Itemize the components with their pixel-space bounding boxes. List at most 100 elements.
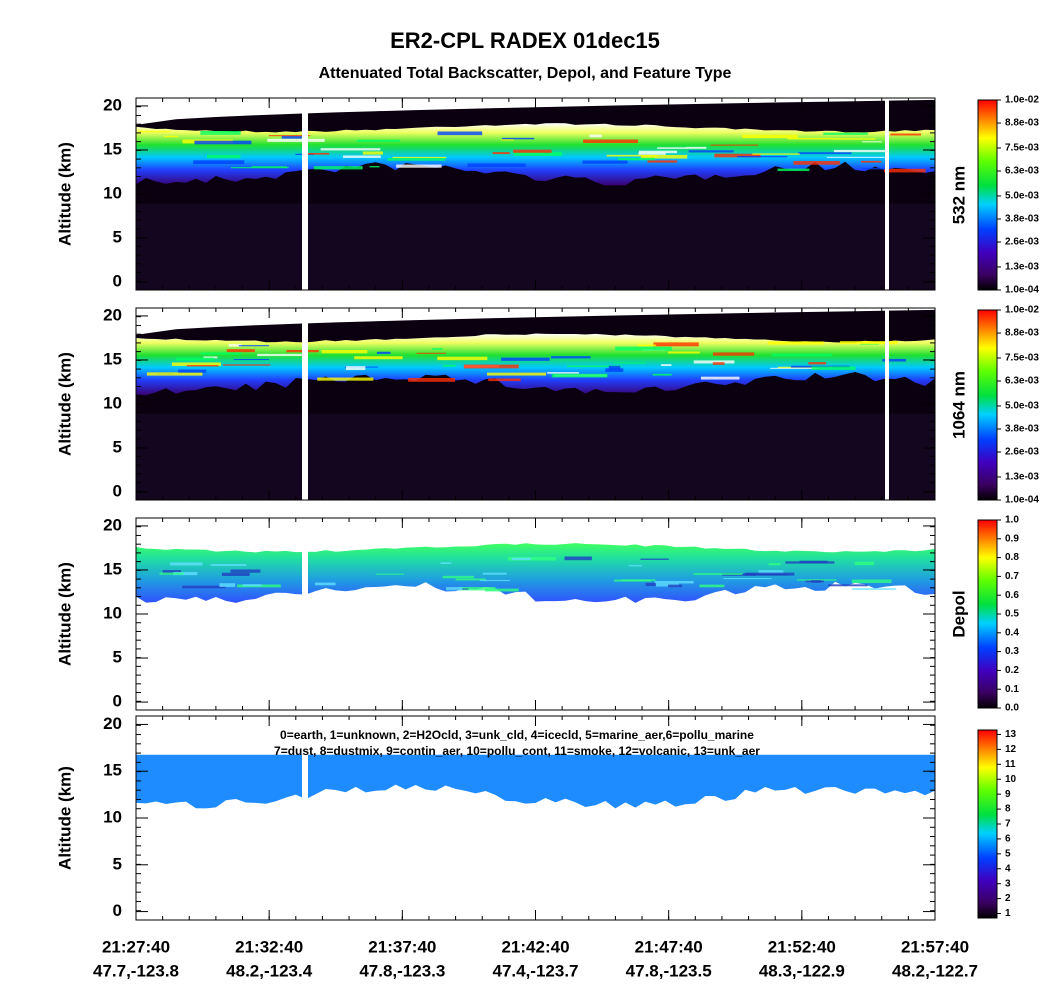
colorbar-tick-label: 2.6e-03 [1005, 447, 1039, 458]
cloud-streak [667, 351, 700, 354]
data-gap [885, 98, 889, 290]
colorbar-tick-label: 0.1 [1005, 684, 1019, 695]
cloud-streak [392, 156, 447, 159]
x-tick-label: 21:27:40 [102, 937, 170, 956]
colorbar-tick-label: 0.0 [1005, 703, 1019, 714]
colorbar-tick-label: 0.9 [1005, 533, 1019, 544]
cloud-streak [346, 366, 366, 371]
depol-streak [459, 586, 496, 591]
curtain [136, 716, 935, 920]
cloud-streak [238, 345, 269, 347]
cloud-streak [513, 149, 552, 153]
cloud-streak [862, 141, 882, 143]
y-tick-label: 15 [103, 559, 122, 578]
cloud-streak [700, 376, 740, 380]
colorbar-tick-label: 4 [1005, 863, 1011, 874]
depol-streak [159, 572, 184, 575]
colorbar-tick-label: 7.5e-03 [1005, 143, 1039, 154]
depol-streak [742, 573, 788, 576]
depol-streak [219, 583, 236, 587]
y-tick-label: 0 [113, 692, 122, 711]
cloud-streak [808, 362, 827, 365]
colorbar-tick-label: 11 [1005, 759, 1016, 770]
cloud-streak [342, 155, 381, 158]
depol-streak [230, 569, 261, 573]
cloud-streak [200, 352, 242, 355]
cloud-streak [320, 148, 381, 151]
depol-streak [828, 584, 868, 587]
cloud-streak [737, 155, 788, 158]
depol-streak [796, 579, 837, 581]
cloud-streak [714, 153, 761, 158]
cloud-streak [408, 378, 456, 382]
cloud-streak [146, 372, 203, 376]
cloud-streak [608, 365, 621, 370]
x-tick-label: 21:42:40 [501, 937, 569, 956]
cloud-streak [605, 368, 624, 373]
x-tick-label: 21:32:40 [235, 937, 303, 956]
depol-streak [511, 557, 531, 561]
y-tick-label: 0 [113, 482, 122, 501]
colorbar-label: Depol [949, 590, 968, 637]
x-location-label: 47.4,-123.7 [492, 961, 578, 980]
depol-streak [564, 556, 592, 561]
curtain [136, 308, 935, 500]
x-location-label: 48.2,-122.7 [892, 961, 978, 980]
cloud-streak [513, 152, 563, 156]
colorbar-tick-label: 1.0 [1005, 515, 1019, 526]
colorbar-tick-label: 6.3e-03 [1005, 166, 1039, 177]
colorbar-tick-label: 12 [1005, 744, 1017, 755]
x-tick-label: 21:57:40 [901, 937, 969, 956]
cloud-streak [826, 156, 885, 158]
colorbar-tick-label: 3.8e-03 [1005, 214, 1039, 225]
cloud-streak [712, 362, 725, 365]
cloud-streak [688, 150, 734, 153]
depol-streak [851, 579, 892, 583]
colorbar-tick-label: 13 [1005, 729, 1017, 740]
depol-streak [768, 563, 781, 566]
colorbar-tick-label: 5.0e-03 [1005, 191, 1039, 202]
cloud-streak [606, 154, 658, 157]
cloud-streak [638, 150, 677, 154]
cloud-streak [267, 138, 325, 142]
chart-subtitle: Attenuated Total Backscatter, Depol, and… [319, 65, 732, 82]
colorbar-tick-label: 7.5e-03 [1005, 353, 1039, 364]
depol-streak [656, 583, 679, 587]
cloud-streak [787, 137, 834, 140]
cloud-streak [501, 139, 514, 141]
cloud-streak [547, 372, 579, 374]
y-tick-label: 15 [103, 349, 122, 368]
cloud-streak [194, 140, 252, 145]
cloud-streak [793, 160, 840, 165]
cloud-streak [222, 364, 271, 366]
depol-streak [854, 561, 874, 566]
cloud-streak [281, 135, 302, 139]
depol-streak [723, 577, 772, 580]
depol-streak [442, 575, 475, 579]
depol-streak [645, 582, 656, 587]
depol-streak [654, 580, 694, 584]
cloud-streak [200, 131, 241, 135]
cloud-streak [228, 344, 242, 347]
colorbar-tick-label: 5.0e-03 [1005, 401, 1039, 412]
data-gap [302, 308, 308, 500]
legend-text: 0=earth, 1=unknown, 2=H2Ocld, 3=unk_cld,… [280, 728, 754, 742]
x-tick-label: 21:47:40 [635, 937, 703, 956]
cloud-streak [178, 369, 207, 373]
cloud-streak [193, 160, 245, 165]
y-tick-label: 0 [113, 272, 122, 291]
depol-streak [640, 558, 669, 560]
boundary-layer [136, 203, 935, 290]
depol-streak [628, 565, 642, 567]
cloud-streak [710, 144, 759, 146]
cloud-streak [257, 353, 302, 357]
x-tick-label: 21:37:40 [368, 937, 436, 956]
cloud-streak [313, 166, 363, 170]
cloud-streak [752, 153, 800, 155]
y-tick-label: 5 [113, 648, 122, 667]
cloud-streak [551, 373, 608, 378]
cloud-streak [387, 158, 446, 161]
cloud-streak [693, 360, 735, 364]
colorbar-tick-label: 10 [1005, 774, 1017, 785]
